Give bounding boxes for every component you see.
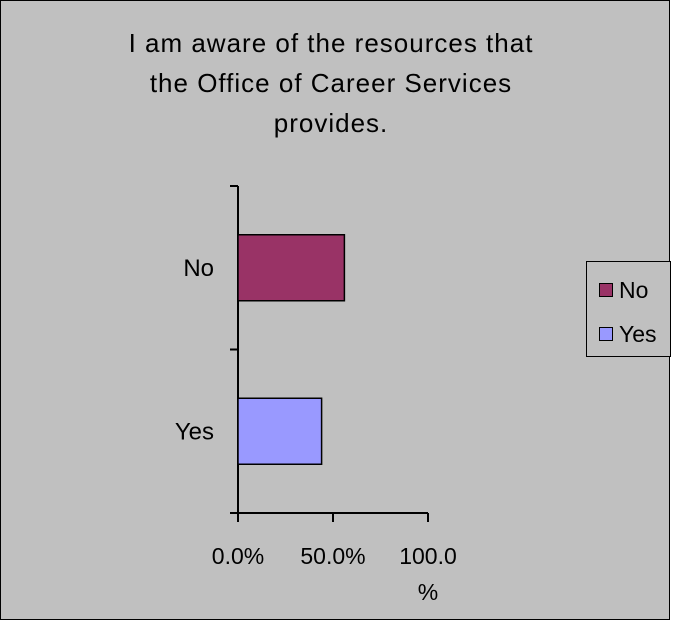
bar-no [237, 234, 346, 302]
legend-label-yes: Yes [619, 320, 657, 347]
legend-item-no: No [587, 268, 670, 312]
chart-title-line-3: provides. [273, 108, 389, 138]
chart-title: I am aware of the resources that the Off… [61, 23, 601, 143]
category-label-yes: Yes [175, 418, 214, 445]
legend-label-no: No [619, 276, 649, 303]
x-tick-label: 0.0% [212, 543, 264, 569]
x-tick-label: 100.0% [399, 543, 457, 605]
legend-swatch-no [599, 283, 613, 297]
category-label-no: No [183, 255, 214, 282]
legend-swatch-yes [599, 327, 613, 341]
bar-yes [237, 397, 323, 465]
x-tick-label: 50.0% [300, 543, 365, 569]
chart-title-line-2: the Office of Career Services [149, 68, 513, 98]
legend: No Yes [586, 261, 671, 357]
legend-item-yes: Yes [587, 312, 670, 356]
chart-title-line-1: I am aware of the resources that [128, 28, 534, 58]
